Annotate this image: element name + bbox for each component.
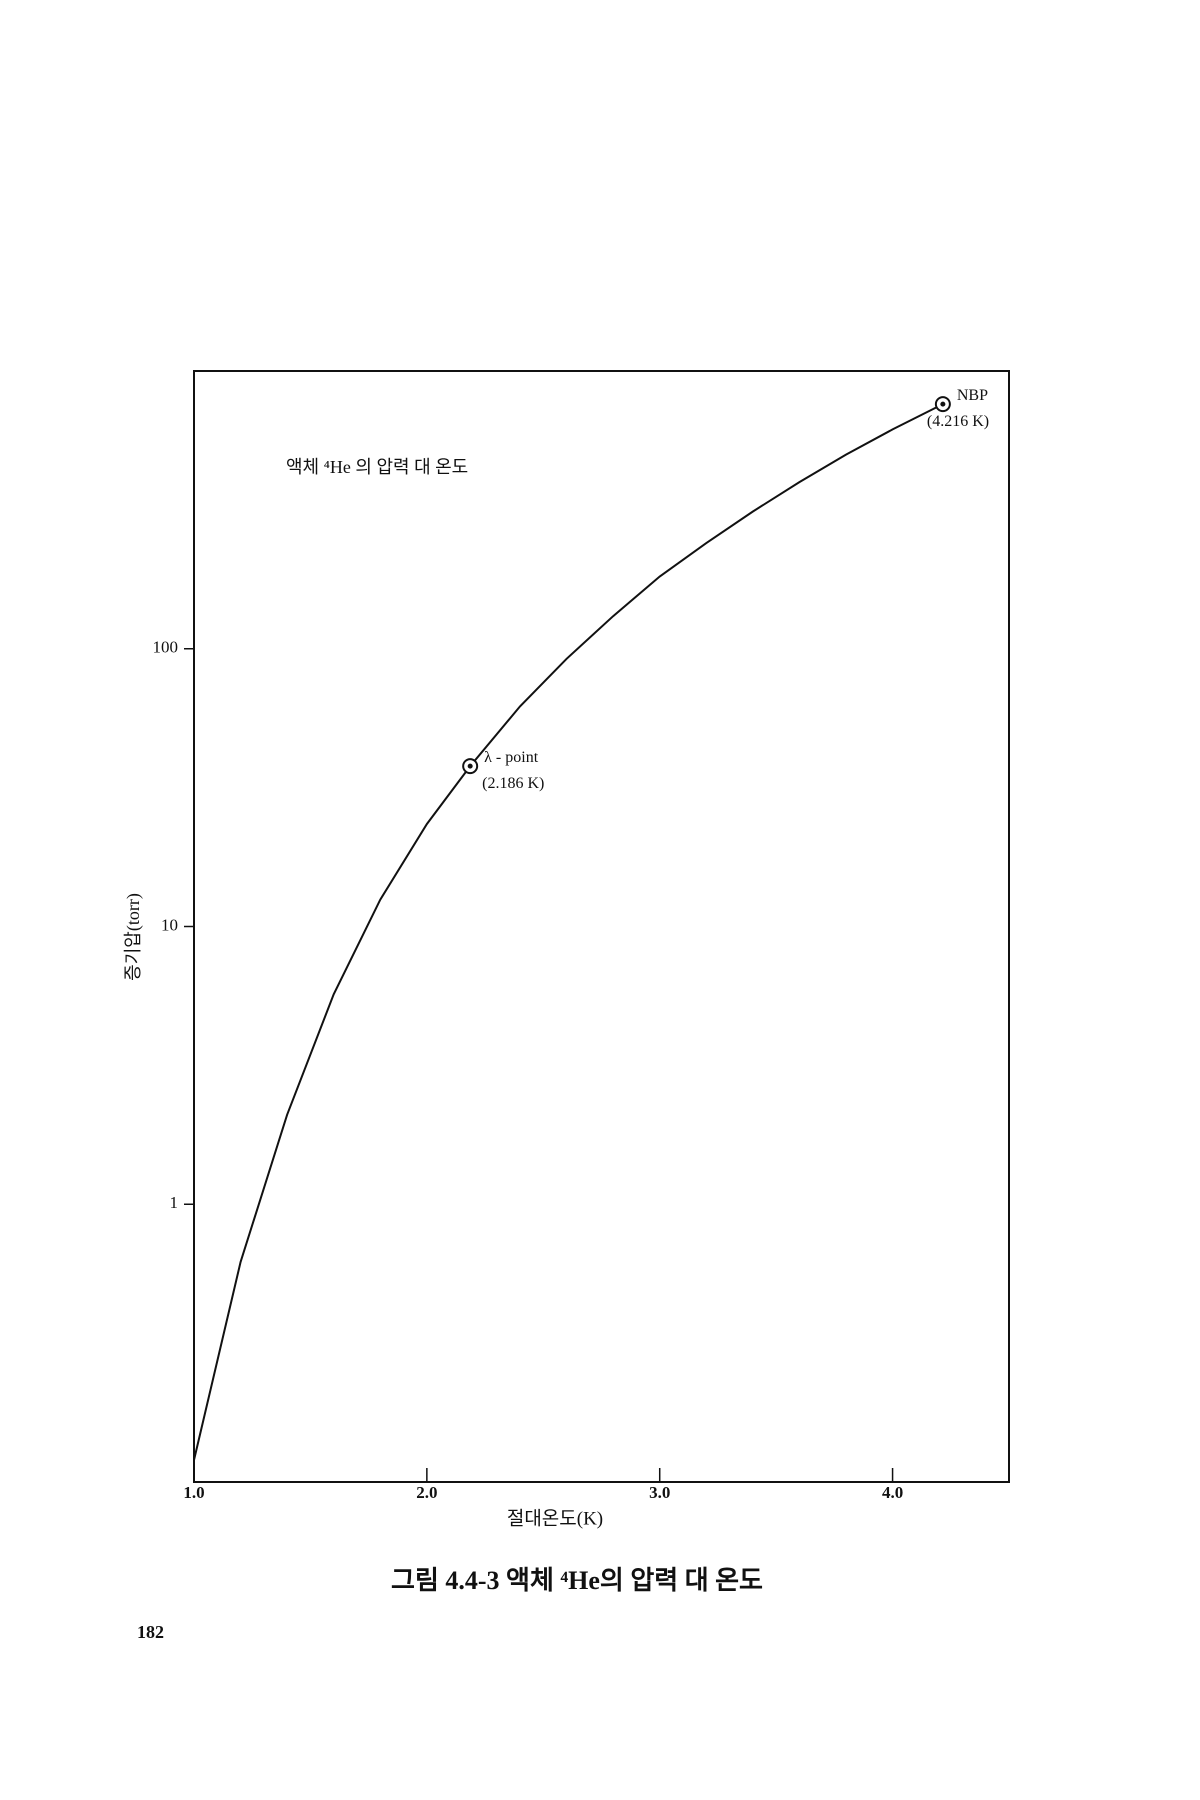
x-tick-label: 4.0 [882,1483,903,1502]
point-sublabel: (2.186 K) [482,775,544,792]
y-tick-label: 1 [170,1193,179,1212]
x-tick-label: 1.0 [183,1483,204,1502]
x-tick-label: 3.0 [649,1483,670,1502]
x-tick-label: 2.0 [416,1483,437,1502]
chart-title: 액체 ⁴He 의 압력 대 온도 [286,457,468,477]
vapor-pressure-curve [193,403,944,1461]
y-tick-label: 10 [161,915,178,934]
point-label: NBP [957,387,988,404]
point-label: λ - point [484,749,539,766]
point-marker-dot [467,763,473,769]
y-tick-label: 100 [153,638,179,657]
x-axis-label: 절대온도(K) [507,1507,603,1529]
point-sublabel: (4.216 K) [927,413,989,430]
plot-frame [193,370,1010,1483]
y-axis-label: 증기압(torr) [123,893,144,981]
figure-caption: 그림 4.4-3 액체 ⁴He의 압력 대 온도 [391,1566,763,1595]
page-number: 182 [137,1622,164,1642]
point-marker-dot [940,401,946,407]
